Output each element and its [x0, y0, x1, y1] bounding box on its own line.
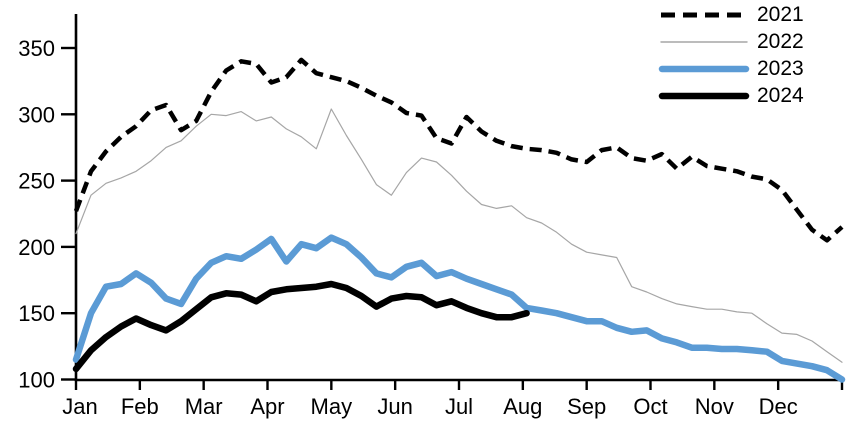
y-tick-label: 350	[18, 36, 55, 61]
y-tick-label: 150	[18, 301, 55, 326]
x-tick-label: Oct	[633, 394, 667, 419]
y-tick-label: 200	[18, 235, 55, 260]
x-tick-label: Jan	[62, 394, 97, 419]
x-tick-label: Jul	[445, 394, 473, 419]
x-tick-label: May	[311, 394, 353, 419]
series-line-2023	[72, 234, 846, 383]
y-tick-label: 300	[18, 102, 55, 127]
legend-swatch-thin-line-icon	[660, 40, 748, 43]
legend-label: 2024	[757, 84, 804, 107]
series-line-2022	[75, 108, 843, 363]
x-tick-label: Nov	[695, 394, 734, 419]
x-tick-label: Aug	[503, 394, 542, 419]
chart-legend: 2021 2022 2023 2024	[658, 1, 804, 109]
series-line-2021	[73, 57, 844, 243]
y-tick-label: 250	[18, 169, 55, 194]
x-tick-label: Sep	[567, 394, 606, 419]
legend-label: 2022	[757, 30, 804, 53]
legend-item-2022: 2022	[658, 28, 804, 55]
legend-swatch-black-line-icon	[658, 92, 750, 99]
x-tick-label: Feb	[121, 394, 159, 419]
y-tick-label: 100	[18, 368, 55, 393]
legend-item-2024: 2024	[658, 82, 804, 109]
x-tick-label: Mar	[185, 394, 223, 419]
x-tick-label: Jun	[377, 394, 412, 419]
legend-label: 2021	[757, 3, 804, 26]
legend-swatch-blue-line-icon	[658, 65, 750, 72]
series-line-2024	[72, 280, 530, 373]
legend-swatch-dashed-line-icon	[661, 12, 747, 17]
x-tick-label: Dec	[759, 394, 798, 419]
legend-item-2021: 2021	[658, 1, 804, 28]
x-tick-label: Apr	[250, 394, 284, 419]
legend-label: 2023	[757, 57, 804, 80]
legend-item-2023: 2023	[658, 55, 804, 82]
